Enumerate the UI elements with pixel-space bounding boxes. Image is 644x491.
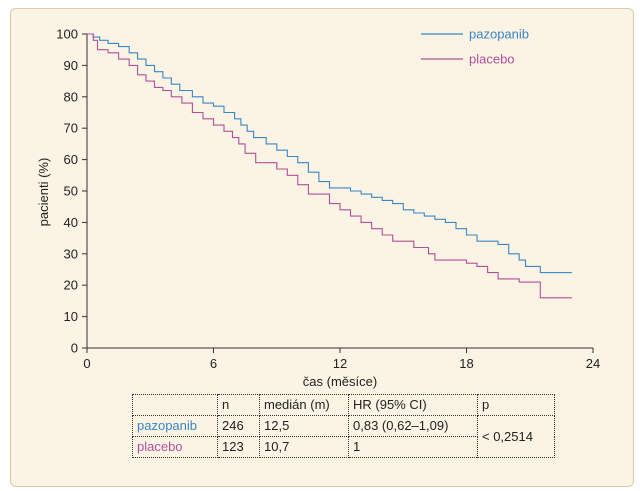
y-tick-label: 60: [64, 152, 78, 167]
axes: 0 10 20 30 40 50 60 70 80 90 100 0 6 12 18 24: [56, 27, 600, 372]
y-tick-label: 90: [64, 58, 78, 73]
header-cell: medián (m): [259, 394, 349, 416]
y-tick-label: 40: [64, 215, 78, 230]
legend-label-placebo: placebo: [469, 52, 515, 67]
x-tick-label: 24: [586, 356, 600, 371]
table-row: pazopanib 246 12,5 0,83 (0,62–1,09) < 0,…: [132, 415, 555, 458]
x-tick-label: 0: [83, 356, 90, 371]
y-tick-label: 100: [56, 27, 78, 42]
y-tick-label: 30: [64, 246, 78, 261]
table-header-row: n medián (m) HR (95% CI) p: [132, 394, 555, 416]
series-line-pazopanib: [87, 33, 572, 274]
x-tick-label: 12: [333, 356, 347, 371]
legend-label-pazopanib: pazopanib: [469, 27, 529, 42]
header-cell: [132, 394, 218, 416]
n-cell: 246: [217, 415, 260, 437]
hr-cell: 1: [348, 436, 478, 458]
y-tick-label: 80: [64, 89, 78, 104]
y-tick-label: 70: [64, 121, 78, 136]
y-tick-label: 20: [64, 278, 78, 293]
median-cell: 10,7: [259, 436, 349, 458]
x-tick-label: 6: [210, 356, 217, 371]
x-tick-label: 18: [459, 356, 473, 371]
y-tick-label: 50: [64, 184, 78, 199]
y-tick-label: 10: [64, 309, 78, 324]
y-axis-label: pacienti (%): [36, 158, 51, 227]
series-group: [87, 33, 572, 299]
y-tick-label: 0: [71, 341, 78, 356]
n-cell: 123: [217, 436, 260, 458]
arm-name-cell: pazopanib: [132, 415, 218, 437]
hr-cell: 0,83 (0,62–1,09): [348, 415, 478, 437]
results-table: n medián (m) HR (95% CI) p pazopanib 246…: [132, 394, 555, 458]
x-axis-label: čas (měsíce): [303, 374, 377, 389]
header-cell: n: [217, 394, 260, 416]
arm-name-cell: placebo: [132, 436, 218, 458]
series-line-placebo: [87, 33, 572, 299]
p-value-cell: < 0,2514: [477, 415, 555, 458]
median-cell: 12,5: [259, 415, 349, 437]
header-cell: p: [477, 394, 555, 416]
legend: pazopanib placebo: [421, 27, 529, 67]
table-row: placebo 123 10,7 1: [132, 436, 555, 458]
header-cell: HR (95% CI): [348, 394, 478, 416]
